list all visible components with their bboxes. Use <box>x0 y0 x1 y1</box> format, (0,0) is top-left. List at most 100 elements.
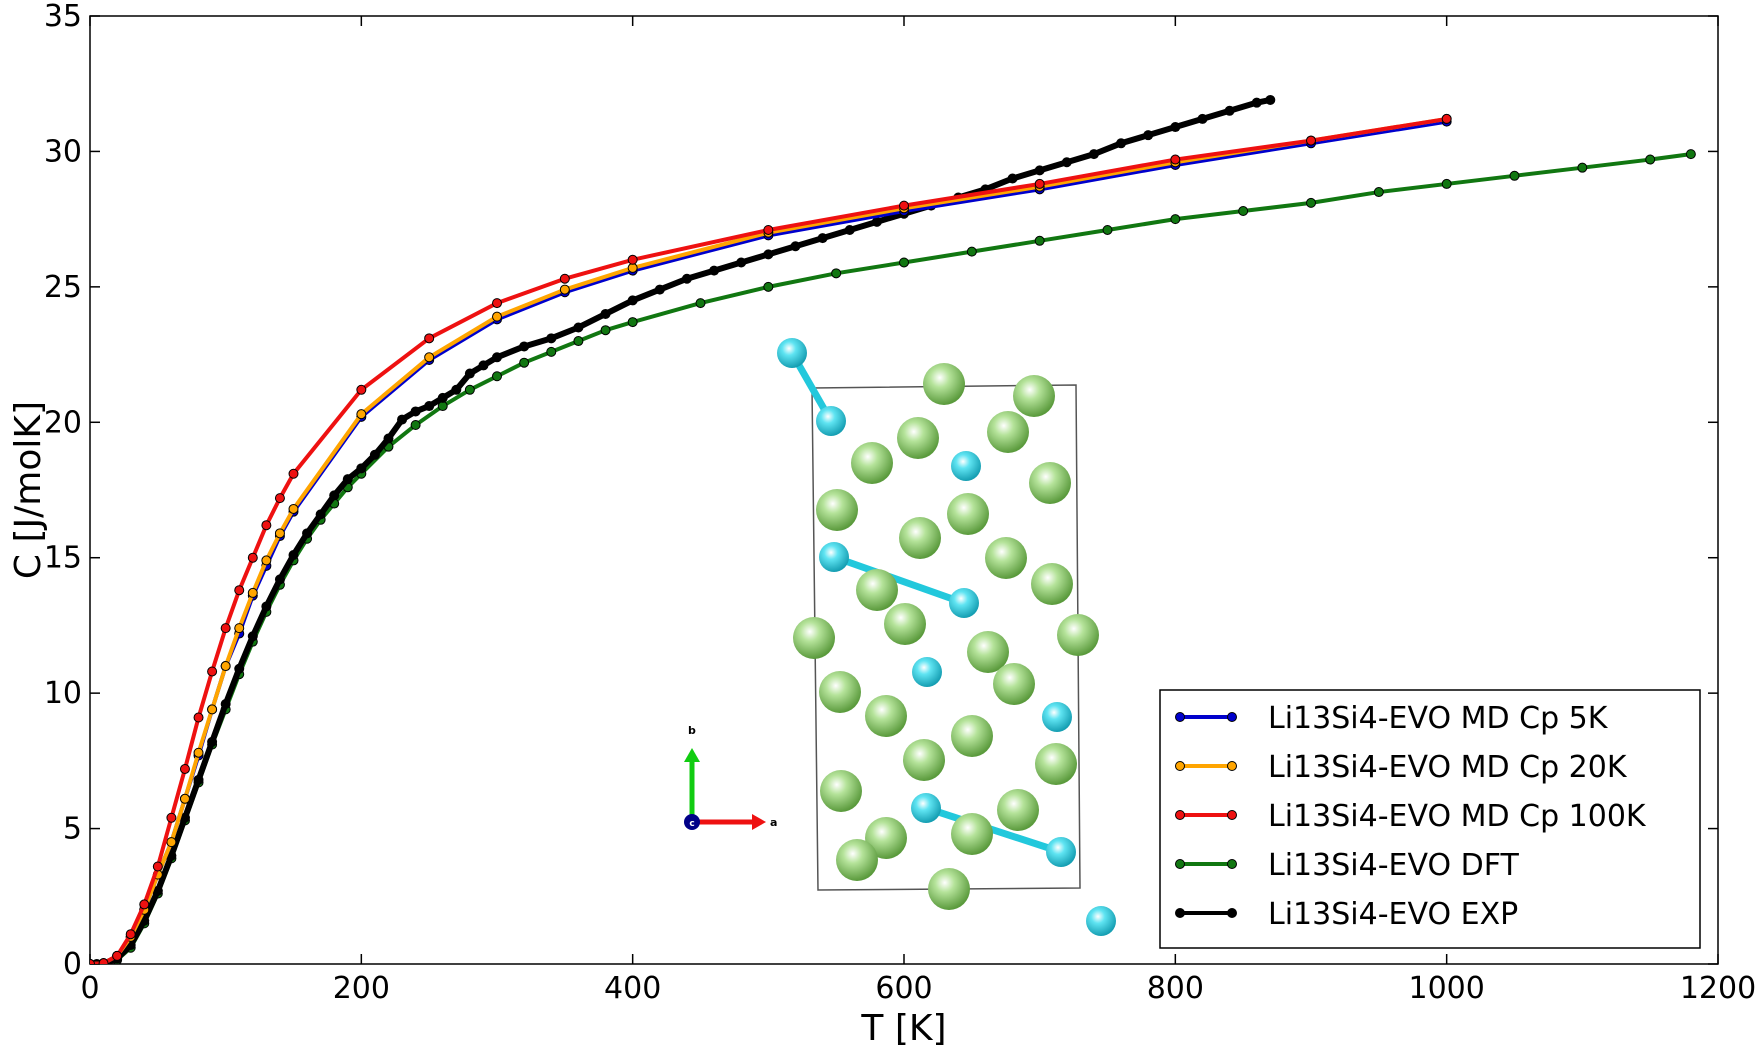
y-tick-label: 25 <box>44 270 82 305</box>
li-atom <box>923 363 965 405</box>
legend-marker <box>1175 908 1185 918</box>
data-point <box>1306 197 1316 208</box>
data-point <box>302 528 313 539</box>
data-point <box>1143 130 1154 141</box>
data-point <box>1197 113 1208 124</box>
x-tick-label: 600 <box>875 971 932 1006</box>
x-tick-label: 1200 <box>1680 971 1756 1006</box>
x-tick-label: 800 <box>1147 971 1204 1006</box>
x-tick-label: 400 <box>604 971 661 1006</box>
data-point <box>573 322 584 333</box>
data-point <box>546 346 557 357</box>
data-point <box>1170 122 1181 133</box>
series-line <box>96 97 1271 964</box>
data-point <box>709 265 720 276</box>
data-point <box>125 929 136 940</box>
series-li13si4-evo-exp <box>91 94 1276 964</box>
data-point <box>1265 94 1276 105</box>
data-point <box>763 224 774 235</box>
data-point <box>559 284 570 295</box>
y-tick-label: 30 <box>44 134 82 169</box>
a-axis-arrowhead <box>752 814 766 830</box>
li-atom <box>967 631 1009 673</box>
data-point <box>790 241 801 252</box>
li-atom <box>865 695 907 737</box>
data-point <box>1238 206 1249 217</box>
x-axis-title: T [K] <box>860 1008 946 1046</box>
legend-marker <box>1227 712 1237 722</box>
data-point <box>424 401 435 412</box>
legend-entry: Li13Si4-EVO DFT <box>1175 848 1519 883</box>
li-atom <box>793 617 835 659</box>
data-point <box>1224 105 1235 116</box>
data-point <box>627 254 638 265</box>
data-point <box>261 555 272 566</box>
x-tick-label: 200 <box>333 971 390 1006</box>
legend-entry: Li13Si4-EVO MD Cp 20K <box>1175 750 1628 785</box>
b-axis-arrowhead <box>684 748 700 762</box>
data-point <box>166 837 177 848</box>
legend-entry: Li13Si4-EVO EXP <box>1175 897 1518 932</box>
data-point <box>1034 235 1045 246</box>
data-point <box>247 587 258 598</box>
x-tick-label: 1000 <box>1408 971 1484 1006</box>
data-point <box>763 249 774 260</box>
data-point <box>247 552 258 563</box>
legend-label: Li13Si4-EVO MD Cp 100K <box>1268 799 1647 834</box>
data-point <box>1088 149 1099 160</box>
li-atom <box>865 817 907 859</box>
b-axis-label: b <box>688 724 696 737</box>
legend-label: Li13Si4-EVO EXP <box>1268 897 1518 932</box>
data-point <box>410 406 421 417</box>
data-point <box>899 257 909 268</box>
axis-triad: c a b <box>684 724 777 830</box>
si-atom <box>1042 702 1072 732</box>
y-tick-label: 15 <box>44 541 82 576</box>
li-atom <box>928 868 970 910</box>
data-point <box>274 493 285 504</box>
si-si-bond <box>924 804 1063 856</box>
li-atom <box>816 489 858 531</box>
legend-marker <box>1227 908 1237 918</box>
li-atom <box>884 603 926 645</box>
data-point <box>179 793 190 804</box>
data-point <box>397 414 408 425</box>
data-point <box>1034 165 1045 176</box>
li-atom <box>836 839 878 881</box>
data-point <box>179 812 190 823</box>
si-si-bond <box>832 553 966 607</box>
data-point <box>654 284 665 295</box>
legend-label: Li13Si4-EVO DFT <box>1268 848 1519 883</box>
li-atom <box>819 671 861 713</box>
si-atom <box>819 542 849 572</box>
data-point <box>152 861 163 872</box>
data-point <box>492 352 502 363</box>
legend-marker <box>1175 810 1185 820</box>
data-point <box>559 273 570 284</box>
data-point <box>193 774 204 785</box>
data-point <box>1061 157 1072 168</box>
data-point <box>1170 214 1181 225</box>
data-point <box>600 308 611 319</box>
series-group <box>90 94 1696 964</box>
data-point <box>207 704 218 715</box>
data-point <box>1170 154 1181 165</box>
data-point <box>899 200 909 211</box>
data-point <box>315 509 326 520</box>
crystal-structure-inset: c a b <box>684 338 1116 936</box>
data-point <box>492 371 502 382</box>
data-point <box>1116 138 1127 149</box>
c-axis-label: c <box>689 819 694 829</box>
data-point <box>247 631 258 642</box>
data-point <box>600 325 611 336</box>
li-atom <box>1035 743 1077 785</box>
data-point <box>1306 135 1316 146</box>
li-atom <box>993 663 1035 705</box>
data-point <box>274 574 285 585</box>
data-point <box>90 959 95 964</box>
a-axis-label: a <box>770 816 777 829</box>
data-point <box>356 463 367 474</box>
si-atom <box>1086 906 1116 936</box>
legend-entry: Li13Si4-EVO MD Cp 100K <box>1175 799 1647 834</box>
